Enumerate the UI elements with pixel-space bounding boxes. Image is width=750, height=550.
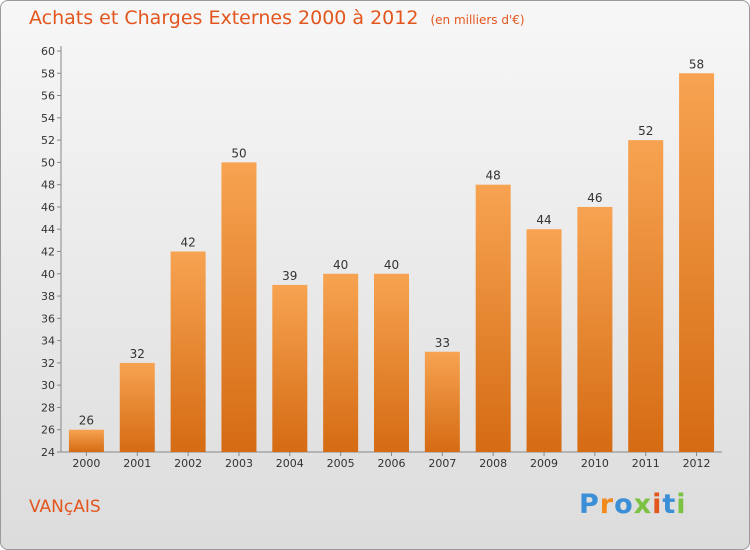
bar-value-label: 40	[333, 258, 348, 272]
y-tick-label: 26	[41, 424, 55, 437]
bar	[221, 162, 257, 452]
logo-letter: i	[652, 489, 663, 520]
chart-title-unit: (en milliers d'€)	[430, 13, 525, 27]
logo-letter: t	[662, 489, 677, 520]
bar-value-label: 26	[79, 414, 94, 428]
x-tick-label: 2010	[581, 457, 609, 470]
bar	[628, 140, 664, 452]
x-tick-label: 2003	[225, 457, 253, 470]
bar	[323, 273, 359, 452]
x-tick-label: 2005	[327, 457, 355, 470]
bar	[475, 184, 511, 452]
bar-value-label: 50	[231, 146, 246, 160]
logo-letter: o	[614, 489, 634, 520]
y-tick-label: 34	[41, 335, 55, 348]
logo-letter: r	[599, 489, 615, 520]
y-tick-label: 32	[41, 357, 55, 370]
y-tick-label: 54	[41, 112, 55, 125]
place-name: VANçAIS	[29, 497, 101, 517]
y-tick-label: 42	[41, 246, 55, 259]
chart-title-text: Achats et Charges Externes 2000 à 2012	[29, 7, 419, 29]
y-tick-label: 40	[41, 268, 55, 281]
y-tick-label: 50	[41, 156, 55, 169]
chart-title: Achats et Charges Externes 2000 à 2012 (e…	[29, 7, 525, 29]
y-tick-label: 46	[41, 201, 55, 214]
y-tick-label: 60	[41, 45, 55, 58]
bar-value-label: 42	[180, 236, 195, 250]
y-tick-label: 30	[41, 379, 55, 392]
x-tick-label: 2002	[174, 457, 202, 470]
bar	[272, 284, 308, 452]
bar-value-label: 46	[587, 191, 602, 205]
bar	[119, 362, 155, 452]
x-tick-label: 2006	[378, 457, 406, 470]
bar	[170, 251, 206, 452]
y-tick-label: 38	[41, 290, 55, 303]
y-tick-label: 28	[41, 401, 55, 414]
y-tick-label: 56	[41, 90, 55, 103]
bar-value-label: 48	[486, 169, 501, 183]
logo-letter: x	[633, 489, 653, 520]
y-tick-label: 58	[41, 67, 55, 80]
x-tick-label: 2000	[72, 457, 100, 470]
x-tick-label: 2001	[123, 457, 151, 470]
bar	[526, 229, 562, 452]
bar	[424, 351, 460, 452]
bar-value-label: 39	[282, 269, 297, 283]
x-tick-label: 2007	[428, 457, 456, 470]
y-tick-label: 44	[41, 223, 55, 236]
x-tick-label: 2012	[683, 457, 711, 470]
x-tick-label: 2009	[530, 457, 558, 470]
bar-value-label: 33	[435, 336, 450, 350]
y-tick-label: 52	[41, 134, 55, 147]
bar-value-label: 44	[536, 213, 551, 227]
x-tick-label: 2008	[479, 457, 507, 470]
bar-value-label: 58	[689, 57, 704, 71]
proxiti-logo: Proxiti	[579, 489, 687, 520]
x-tick-label: 2004	[276, 457, 304, 470]
y-tick-label: 48	[41, 179, 55, 192]
x-tick-label: 2011	[632, 457, 660, 470]
bar-value-label: 40	[384, 258, 399, 272]
logo-letter: i	[676, 489, 687, 520]
logo-letter: P	[579, 489, 600, 520]
bar	[679, 73, 715, 453]
y-tick-label: 24	[41, 446, 55, 459]
bar	[68, 429, 104, 452]
bar	[577, 206, 613, 452]
bar	[374, 273, 409, 452]
bar-value-label: 52	[638, 124, 653, 138]
bar-value-label: 32	[130, 347, 145, 361]
y-tick-label: 36	[41, 312, 55, 325]
